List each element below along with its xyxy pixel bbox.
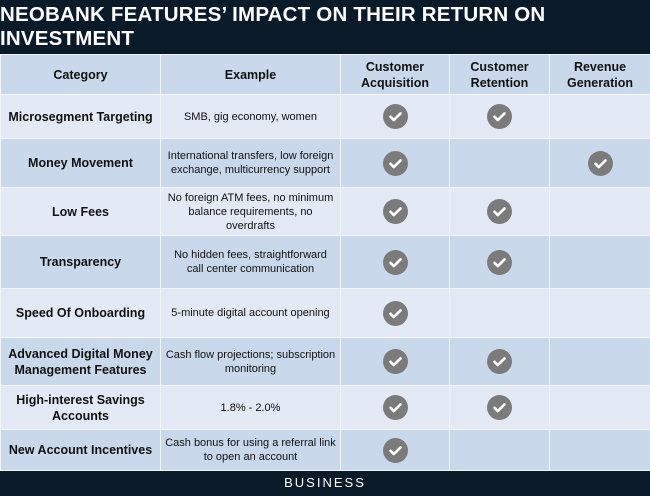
header-category: Category xyxy=(1,55,161,95)
table-row: Transparency No hidden fees, straightfor… xyxy=(1,236,650,289)
category-cell: Money Movement xyxy=(1,139,161,188)
table-row: Speed Of Onboarding 5-minute digital acc… xyxy=(1,289,650,338)
acquisition-cell xyxy=(341,139,450,188)
check-icon xyxy=(487,395,512,420)
check-icon xyxy=(383,104,408,129)
example-cell: SMB, gig economy, women xyxy=(161,95,341,139)
retention-cell xyxy=(450,188,550,236)
check-icon xyxy=(383,199,408,224)
acquisition-cell xyxy=(341,188,450,236)
check-icon xyxy=(588,151,613,176)
category-cell: Advanced Digital Money Management Featur… xyxy=(1,338,161,386)
check-icon xyxy=(487,104,512,129)
acquisition-cell xyxy=(341,289,450,338)
revenue-cell xyxy=(550,386,650,430)
table-row: Low Fees No foreign ATM fees, no minimum… xyxy=(1,188,650,236)
header-example: Example xyxy=(161,55,341,95)
features-table: Category Example Customer Acquisition Cu… xyxy=(0,54,650,471)
check-icon xyxy=(487,250,512,275)
retention-cell xyxy=(450,430,550,471)
revenue-cell xyxy=(550,188,650,236)
acquisition-cell xyxy=(341,236,450,289)
category-cell: Speed Of Onboarding xyxy=(1,289,161,338)
check-icon xyxy=(383,438,408,463)
retention-cell xyxy=(450,236,550,289)
example-cell: 5-minute digital account opening xyxy=(161,289,341,338)
retention-cell xyxy=(450,95,550,139)
example-cell: Cash flow projections; subscription moni… xyxy=(161,338,341,386)
header-revenue: Revenue Generation xyxy=(550,55,650,95)
check-icon xyxy=(487,199,512,224)
check-icon xyxy=(383,151,408,176)
example-cell: No foreign ATM fees, no minimum balance … xyxy=(161,188,341,236)
table-row: High-interest Savings Accounts 1.8% - 2.… xyxy=(1,386,650,430)
retention-cell xyxy=(450,289,550,338)
footer-brand: BUSINESS xyxy=(0,470,650,488)
revenue-cell xyxy=(550,430,650,471)
check-icon xyxy=(383,250,408,275)
acquisition-cell xyxy=(341,338,450,386)
example-cell: 1.8% - 2.0% xyxy=(161,386,341,430)
revenue-cell xyxy=(550,338,650,386)
table-row: Microsegment Targeting SMB, gig economy,… xyxy=(1,95,650,139)
check-icon xyxy=(487,349,512,374)
header-row: Category Example Customer Acquisition Cu… xyxy=(1,55,650,95)
retention-cell xyxy=(450,386,550,430)
acquisition-cell xyxy=(341,430,450,471)
example-cell: International transfers, low foreign exc… xyxy=(161,139,341,188)
example-cell: Cash bonus for using a referral link to … xyxy=(161,430,341,471)
category-cell: High-interest Savings Accounts xyxy=(1,386,161,430)
check-icon xyxy=(383,301,408,326)
example-cell: No hidden fees, straightforward call cen… xyxy=(161,236,341,289)
header-acquisition: Customer Acquisition xyxy=(341,55,450,95)
revenue-cell xyxy=(550,236,650,289)
retention-cell xyxy=(450,338,550,386)
page-title: NEOBANK FEATURES’ IMPACT ON THEIR RETURN… xyxy=(0,0,650,54)
revenue-cell xyxy=(550,139,650,188)
table-row: Advanced Digital Money Management Featur… xyxy=(1,338,650,386)
revenue-cell xyxy=(550,289,650,338)
header-retention: Customer Retention xyxy=(450,55,550,95)
check-icon xyxy=(383,395,408,420)
acquisition-cell xyxy=(341,95,450,139)
table-row: Money Movement International transfers, … xyxy=(1,139,650,188)
acquisition-cell xyxy=(341,386,450,430)
category-cell: Transparency xyxy=(1,236,161,289)
retention-cell xyxy=(450,139,550,188)
category-cell: Microsegment Targeting xyxy=(1,95,161,139)
category-cell: Low Fees xyxy=(1,188,161,236)
table-row: New Account Incentives Cash bonus for us… xyxy=(1,430,650,471)
revenue-cell xyxy=(550,95,650,139)
category-cell: New Account Incentives xyxy=(1,430,161,471)
check-icon xyxy=(383,349,408,374)
